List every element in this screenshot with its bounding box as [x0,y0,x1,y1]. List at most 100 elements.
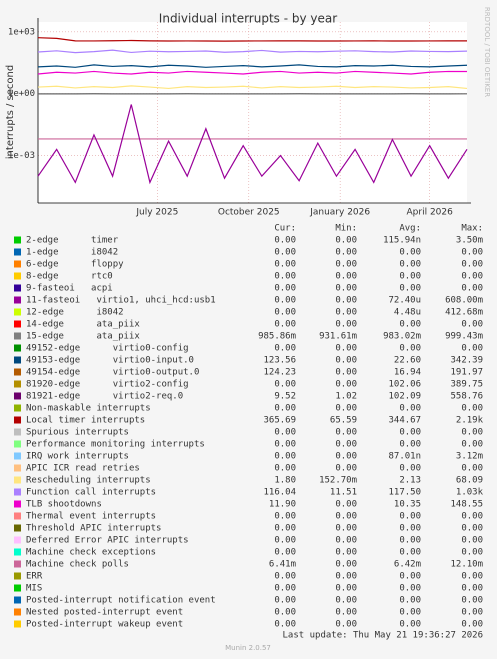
legend-name: Deferred Error APIC interrupts [26,536,189,546]
legend-stat: 9.52 [274,392,296,402]
legend-stat: 0.00 [335,356,357,366]
legend-stat: 102.09 [388,392,421,402]
legend-stat: 0.00 [274,320,296,330]
legend-stat: 0.00 [399,404,421,414]
legend-swatch [14,452,21,460]
legend-stat: 0.00 [461,320,483,330]
legend-stat: 152.70m [319,476,357,486]
legend-swatch [14,296,21,304]
legend-stat: 0.00 [399,572,421,582]
legend-stat: 0.00 [335,536,357,546]
legend-stat: 0.00 [274,308,296,318]
series-line [37,37,468,42]
y-tick-label: 1e-03 [8,151,35,161]
legend-stat: 0.00 [461,260,483,270]
legend-name: Spurious interrupts [26,428,129,438]
legend-name: Posted-interrupt wakeup event [26,620,183,630]
x-tick-label: July 2025 [135,208,178,218]
legend-name: Threshold APIC interrupts [26,524,161,534]
legend-stat: 0.00 [274,572,296,582]
x-tick-label: April 2026 [407,208,454,218]
legend-swatch [14,284,21,292]
legend-swatch [14,584,21,592]
legend-name: 15-edge ata_piix [26,332,140,342]
legend-stat: 0.00 [399,272,421,282]
series-line [37,64,468,68]
legend-stat: 0.00 [335,572,357,582]
legend-stat: 0.00 [335,596,357,606]
legend-stat: 68.09 [456,476,483,486]
legend-column-header: Avg: [399,224,421,234]
legend-swatch [14,416,21,424]
legend-swatch [14,608,21,616]
legend-swatch [14,560,21,568]
legend-swatch [14,596,21,604]
legend-stat: 0.00 [335,344,357,354]
legend-name: ERR [26,572,43,582]
legend-stat: 999.43m [445,332,483,342]
legend-stat: 0.00 [274,284,296,294]
legend-swatch [14,404,21,412]
series-line [37,85,468,90]
legend-stat: 0.00 [335,584,357,594]
legend-stat: 0.00 [274,236,296,246]
legend-name: Machine check polls [26,560,129,570]
legend-stat: 0.00 [335,464,357,474]
legend-name: Thermal event interrupts [26,512,156,522]
legend-stat: 0.00 [399,260,421,270]
legend-stat: 342.39 [450,356,483,366]
legend-stat: 365.69 [263,416,296,426]
legend-stat: 124.23 [263,368,296,378]
legend-name: APIC ICR read retries [26,464,140,474]
legend-name: 81920-edge virtio2-config [26,380,189,390]
legend-swatch [14,392,21,400]
legend-stat: 0.00 [399,620,421,630]
legend-swatch [14,548,21,556]
legend-swatch [14,488,21,496]
legend-stat: 0.00 [399,248,421,258]
legend-swatch [14,620,21,628]
legend-stat: 0.00 [461,284,483,294]
legend-swatch [14,368,21,376]
legend-stat: 0.00 [274,260,296,270]
legend-stat: 0.00 [399,596,421,606]
legend-name: Rescheduling interrupts [26,476,151,486]
legend-stat: 148.55 [450,500,483,510]
legend-stat: 0.00 [461,536,483,546]
legend-stat: 0.00 [335,452,357,462]
legend-stat: 0.00 [274,272,296,282]
legend-stat: 10.35 [394,500,421,510]
legend-stat: 87.01n [388,452,421,462]
legend-stat: 0.00 [461,440,483,450]
legend-swatch [14,248,21,256]
legend-name: Non-maskable interrupts [26,404,151,414]
legend-stat: 0.00 [461,584,483,594]
legend-stat: 0.00 [335,512,357,522]
legend-stat: 191.97 [450,368,483,378]
legend-stat: 12.10m [450,560,483,570]
legend-stat: 0.00 [461,572,483,582]
legend-stat: 123.56 [263,356,296,366]
x-tick-label: January 2026 [309,208,370,218]
legend-stat: 0.00 [461,548,483,558]
legend-stat: 102.06 [388,380,421,390]
legend-stat: 0.00 [399,548,421,558]
legend-stat: 0.00 [335,404,357,414]
legend-stat: 0.00 [399,464,421,474]
legend-stat: 0.00 [274,452,296,462]
legend-stat: 0.00 [335,248,357,258]
legend-stat: 0.00 [335,368,357,378]
legend-swatch [14,476,21,484]
legend-stat: 0.00 [274,512,296,522]
legend-stat: 0.00 [399,440,421,450]
legend-stat: 0.00 [335,284,357,294]
legend-swatch [14,440,21,448]
legend-stat: 116.04 [263,488,296,498]
legend-stat: 0.00 [399,512,421,522]
legend-name: Posted-interrupt notification event [26,596,216,606]
legend-stat: 0.00 [461,596,483,606]
legend-name: Local timer interrupts [26,416,145,426]
legend-swatch [14,272,21,280]
legend-stat: 412.68m [445,308,483,318]
